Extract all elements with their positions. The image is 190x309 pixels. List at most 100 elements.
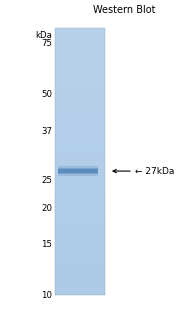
- Bar: [55, 47, 105, 49]
- Bar: [55, 223, 105, 226]
- Bar: [55, 60, 105, 63]
- Bar: [55, 41, 105, 44]
- Bar: [55, 138, 105, 140]
- Bar: [55, 135, 105, 138]
- Bar: [55, 236, 105, 239]
- Bar: [55, 95, 105, 97]
- Bar: [55, 228, 105, 231]
- Bar: [55, 74, 105, 76]
- Bar: [55, 44, 105, 47]
- Bar: [55, 252, 105, 255]
- Bar: [55, 66, 105, 68]
- Bar: [55, 89, 105, 92]
- Bar: [55, 188, 105, 191]
- Bar: [55, 63, 105, 66]
- Bar: [55, 242, 105, 244]
- Text: 50: 50: [41, 90, 52, 99]
- Bar: [55, 87, 105, 89]
- Bar: [55, 234, 105, 236]
- Bar: [55, 159, 105, 162]
- Bar: [55, 105, 105, 108]
- Bar: [55, 260, 105, 263]
- Bar: [55, 84, 105, 87]
- Bar: [55, 146, 105, 148]
- Bar: [55, 129, 105, 132]
- Bar: [55, 113, 105, 116]
- Bar: [55, 271, 105, 274]
- Bar: [55, 49, 105, 52]
- Bar: [55, 92, 105, 95]
- Bar: [55, 268, 105, 271]
- Bar: [55, 162, 105, 164]
- Text: Western Blot: Western Blot: [93, 5, 156, 15]
- Bar: [55, 284, 105, 287]
- Bar: [55, 263, 105, 266]
- Bar: [55, 170, 105, 172]
- Bar: [55, 71, 105, 74]
- Bar: [55, 250, 105, 252]
- Bar: [55, 196, 105, 199]
- Bar: [55, 39, 105, 41]
- Text: ← 27kDa: ← 27kDa: [135, 167, 174, 176]
- Text: 25: 25: [41, 176, 52, 185]
- Bar: [55, 175, 105, 177]
- Bar: [55, 33, 105, 36]
- Bar: [55, 164, 105, 167]
- Bar: [55, 201, 105, 204]
- Bar: [55, 124, 105, 127]
- Bar: [55, 244, 105, 247]
- Bar: [55, 31, 105, 33]
- Bar: [55, 185, 105, 188]
- Bar: [55, 68, 105, 71]
- Text: 15: 15: [41, 240, 52, 249]
- Bar: [55, 52, 105, 55]
- Bar: [55, 132, 105, 135]
- Bar: [55, 177, 105, 180]
- Bar: [55, 119, 105, 121]
- Bar: [58, 168, 98, 175]
- Bar: [55, 79, 105, 81]
- Text: 10: 10: [41, 290, 52, 299]
- Text: 20: 20: [41, 204, 52, 213]
- Text: kDa: kDa: [35, 31, 52, 40]
- Bar: [55, 154, 105, 156]
- Bar: [55, 100, 105, 103]
- Text: 37: 37: [41, 127, 52, 136]
- Bar: [55, 210, 105, 212]
- Bar: [55, 258, 105, 260]
- Bar: [55, 121, 105, 124]
- Bar: [55, 103, 105, 105]
- Bar: [55, 207, 105, 210]
- Bar: [55, 28, 105, 295]
- Bar: [55, 287, 105, 290]
- Bar: [55, 183, 105, 185]
- Bar: [55, 140, 105, 143]
- Bar: [55, 28, 105, 31]
- Bar: [55, 36, 105, 39]
- Bar: [55, 276, 105, 279]
- Bar: [55, 180, 105, 183]
- Bar: [55, 127, 105, 129]
- Bar: [55, 220, 105, 223]
- Bar: [55, 108, 105, 111]
- Bar: [55, 151, 105, 154]
- Bar: [55, 81, 105, 84]
- Bar: [55, 167, 105, 170]
- Bar: [55, 279, 105, 281]
- Bar: [58, 169, 98, 173]
- Bar: [55, 290, 105, 292]
- Bar: [55, 191, 105, 193]
- Bar: [55, 76, 105, 79]
- Bar: [55, 226, 105, 228]
- Bar: [55, 212, 105, 215]
- Bar: [55, 292, 105, 295]
- Bar: [55, 199, 105, 201]
- Bar: [55, 55, 105, 57]
- Bar: [55, 247, 105, 250]
- Bar: [55, 204, 105, 207]
- Bar: [55, 218, 105, 220]
- Bar: [55, 215, 105, 218]
- Bar: [55, 255, 105, 258]
- Bar: [55, 281, 105, 284]
- Bar: [55, 156, 105, 159]
